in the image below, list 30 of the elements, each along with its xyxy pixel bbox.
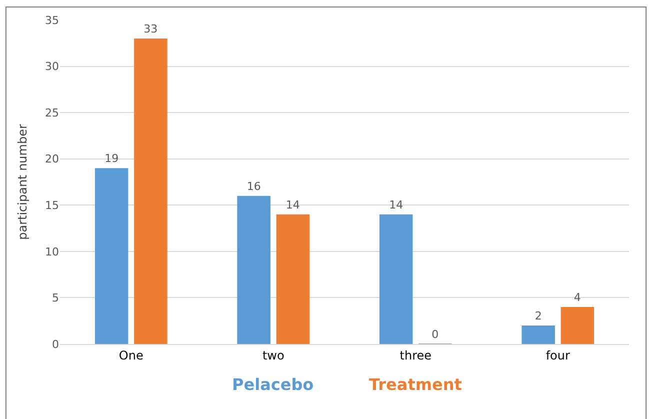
text: Treatment <box>369 375 462 394</box>
data-label: 16 <box>246 180 261 193</box>
y-tick-label: 25 <box>45 106 59 120</box>
bar <box>522 325 555 344</box>
data-label: 19 <box>104 152 119 166</box>
x-tick-label: One <box>118 348 144 362</box>
y-tick-label: 0 <box>52 338 59 351</box>
bar <box>560 306 594 344</box>
x-tick-label: two <box>262 348 284 362</box>
series-label: Pelacebo <box>232 375 314 394</box>
data-label: 2 <box>534 309 542 322</box>
x-tick-label: three <box>400 348 432 362</box>
bar <box>134 38 168 344</box>
bar <box>237 196 270 344</box>
x-tick-label: four <box>546 348 570 362</box>
y-tick-label: 5 <box>52 292 59 305</box>
data-label: 0 <box>432 328 439 341</box>
bar <box>94 168 128 344</box>
data-label: 14 <box>286 198 300 212</box>
y-tick-label: 15 <box>45 198 59 212</box>
y-tick-label: 30 <box>45 60 59 74</box>
data-label: 33 <box>144 22 158 36</box>
bar <box>276 214 310 344</box>
bar <box>379 214 413 344</box>
y-tick-label: 10 <box>45 245 59 258</box>
data-label: 14 <box>389 198 404 212</box>
y-axis-title: participant number <box>15 124 30 240</box>
data-label: 4 <box>574 290 581 304</box>
y-tick-label: 35 <box>45 14 59 27</box>
y-tick-label: 20 <box>45 152 59 166</box>
